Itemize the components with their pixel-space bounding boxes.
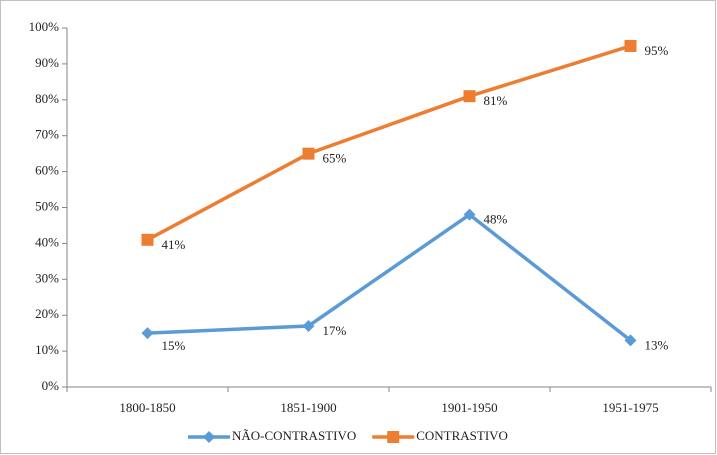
y-tick-label: 40%: [35, 234, 59, 249]
x-tick-label: 1901-1950: [441, 400, 497, 415]
y-tick-label: 100%: [29, 19, 60, 34]
marker: [302, 147, 315, 160]
marker: [141, 233, 154, 246]
marker: [463, 208, 476, 221]
y-tick-label: 0%: [42, 378, 60, 393]
x-tick-label: 1951-1975: [602, 400, 658, 415]
marker: [624, 334, 637, 347]
data-label: 81%: [484, 93, 508, 108]
y-tick-label: 90%: [35, 55, 59, 70]
y-tick-label: 60%: [35, 163, 59, 178]
marker: [463, 90, 476, 103]
marker: [387, 431, 400, 443]
legend-label: NÃO-CONTRASTIVO: [232, 428, 356, 443]
data-label: 65%: [323, 151, 347, 166]
y-tick-label: 80%: [35, 91, 59, 106]
y-tick-label: 70%: [35, 127, 59, 142]
x-tick-label: 1851-1900: [280, 400, 336, 415]
y-tick-label: 50%: [35, 198, 59, 213]
marker: [203, 431, 215, 443]
y-tick-label: 10%: [35, 342, 59, 357]
data-label: 13%: [645, 337, 669, 352]
data-label: 48%: [484, 212, 508, 227]
data-label: 95%: [645, 43, 669, 58]
y-tick-label: 30%: [35, 270, 59, 285]
data-label: 15%: [162, 338, 186, 353]
marker: [624, 39, 637, 52]
legend-label: CONTRASTIVO: [416, 428, 508, 443]
marker: [141, 327, 154, 340]
x-tick-label: 1800-1850: [119, 400, 175, 415]
y-tick-label: 20%: [35, 306, 59, 321]
data-label: 41%: [162, 237, 186, 252]
marker: [302, 319, 315, 332]
data-label: 17%: [323, 323, 347, 338]
series-line: [146, 44, 632, 242]
series-line: [147, 212, 632, 342]
